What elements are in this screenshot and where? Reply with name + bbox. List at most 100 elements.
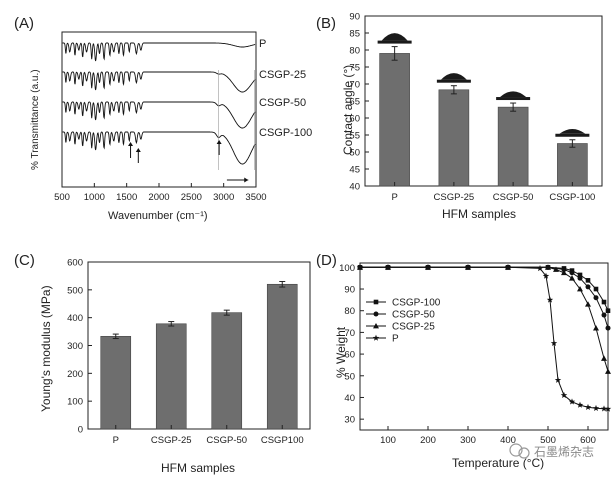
chart-b-ytick-label-4: 60 — [349, 114, 360, 125]
chart-d-point-2-13 — [605, 368, 611, 374]
chart-d-ylabel: % Weight — [334, 326, 348, 378]
chart-d-point-2-11 — [593, 325, 599, 331]
chart-c-ylabel: Young's modulus (MPa) — [39, 285, 53, 412]
watermark: 石墨烯杂志 — [509, 443, 594, 459]
chart-b-droplet-base-3 — [555, 133, 590, 137]
chart-b-ytick-label-9: 85 — [349, 29, 360, 40]
chart-c-ytick-label-6: 600 — [67, 258, 83, 269]
chart-d-point-2-7 — [561, 269, 567, 276]
chart-b-bar-2 — [497, 106, 529, 187]
chart-b-droplet-0 — [381, 33, 408, 41]
chart-d-xtick-label-4: 500 — [540, 435, 556, 446]
chart-c-category-label-0: P — [113, 435, 119, 446]
chart-b-category-label-2: CSGP-50 — [493, 192, 534, 203]
chart-d-legend-marker-1 — [373, 311, 379, 317]
chart-a-xtick-label-0: 500 — [54, 192, 70, 203]
chart-d-point-0-10 — [593, 286, 599, 292]
chart-c-ytick-label-4: 400 — [67, 313, 83, 324]
chart-d-legend-label-3: P — [392, 334, 399, 345]
chart-d-point-2-5 — [545, 264, 551, 270]
chart-d-point-1-8 — [577, 275, 583, 281]
panel-label-c: (C) — [14, 252, 35, 269]
chart-d-point-1-12 — [605, 325, 611, 331]
chart-d-point-3-2 — [424, 263, 432, 271]
chart-d-point-1-10 — [593, 295, 599, 301]
chart-d-point-3-6 — [542, 272, 550, 279]
ftir-spectra-chart: % Transmittance (a.u.) Wavenumber (cm⁻¹)… — [30, 31, 312, 222]
chart-b-ytick-label-2: 50 — [349, 148, 360, 159]
panel-label-b: (B) — [316, 15, 336, 32]
chart-b-droplet-base-1 — [436, 79, 471, 83]
chart-d-point-3-12 — [576, 401, 584, 408]
chart-c-ytick-label-3: 300 — [67, 341, 83, 352]
tga-chart: % Weight Temperature (°C) 100 200 300 400 50… — [334, 262, 612, 470]
chart-c-ytick-label-0: 0 — [78, 425, 83, 436]
chart-a-series-line-2 — [62, 101, 256, 129]
chart-b-ytick-label-5: 65 — [349, 97, 360, 108]
chart-b-xlabel: HFM samples — [442, 207, 516, 221]
chart-c-category-label-2: CSGP-50 — [206, 435, 247, 446]
chart-c-ytick-label-1: 100 — [67, 397, 83, 408]
chart-d-ytick-label-5: 80 — [344, 306, 355, 317]
chart-d-point-2-10 — [585, 301, 591, 307]
chart-d-point-1-7 — [569, 270, 575, 276]
chart-d-legend-marker-3 — [372, 334, 380, 341]
chart-d-point-3-3 — [464, 263, 472, 271]
chart-d-xtick-label-2: 300 — [460, 435, 476, 446]
chart-d-point-0-8 — [577, 272, 583, 278]
chart-d-legend-label-1: CSGP-50 — [392, 310, 435, 321]
chart-d-point-2-6 — [553, 266, 559, 272]
chart-b-ytick-label-1: 45 — [349, 165, 360, 176]
chart-d-point-3-14 — [592, 404, 600, 412]
chart-a-xtick-label-1: 1000 — [84, 192, 105, 203]
chart-b-ytick-label-8: 80 — [349, 46, 360, 57]
chart-d-point-0-12 — [605, 308, 611, 314]
chart-d-point-1-11 — [601, 312, 607, 318]
panel-label-d: (D) — [316, 252, 337, 269]
chart-d-point-3-7 — [546, 296, 554, 303]
chart-d-point-3-4 — [504, 263, 512, 271]
chart-b-droplet-3 — [559, 128, 586, 134]
chart-a-series-label-1: CSGP-25 — [259, 69, 306, 81]
chart-d-point-3-8 — [550, 339, 558, 346]
chart-d-point-3-13 — [584, 403, 592, 410]
chart-c-bar-2 — [211, 312, 243, 430]
chart-d-point-0-9 — [585, 278, 591, 283]
contact-angle-chart: Contact angle (°) HFM samples 40 45 50 55 60… — [341, 12, 603, 221]
chart-b-category-label-0: P — [391, 192, 397, 203]
chart-d-ytick-label-7: 100 — [339, 263, 355, 274]
chart-d-xtick-label-0: 100 — [380, 435, 396, 446]
chart-c-xlabel: HFM samples — [161, 461, 235, 475]
chart-d-point-3-1 — [384, 263, 392, 271]
chart-b-ytick-label-6: 70 — [349, 80, 360, 91]
chart-a-series-line-1 — [62, 71, 256, 93]
chart-b-droplet-base-0 — [377, 40, 412, 44]
panel-label-a: (A) — [14, 15, 34, 32]
chart-a-series-label-2: CSGP-50 — [259, 97, 306, 109]
chart-a-arrowhead-2 — [216, 140, 222, 144]
chart-b-category-label-1: CSGP-25 — [434, 192, 475, 203]
chart-d-ytick-label-2: 50 — [344, 371, 355, 382]
chart-b-bar-0 — [379, 53, 410, 187]
chart-d-xtick-label-1: 200 — [420, 435, 436, 446]
chart-a-xlabel: Wavenumber (cm⁻¹) — [108, 210, 208, 222]
chart-d-xlabel: Temperature (°C) — [452, 456, 544, 470]
chart-b-bar-3 — [557, 143, 588, 187]
chart-a-xtick-label-3: 2000 — [148, 192, 169, 203]
chart-b-droplet-base-2 — [496, 97, 531, 101]
chart-d-xtick-label-3: 400 — [500, 435, 516, 446]
chart-b-droplet-1 — [440, 73, 467, 80]
chart-d-point-3-9 — [554, 376, 562, 383]
chart-a-arrowhead-1 — [135, 148, 141, 152]
chart-d-point-0-11 — [601, 299, 607, 305]
chart-a-series-line-3 — [62, 131, 256, 165]
chart-c-bar-0 — [100, 336, 132, 430]
chart-d-point-1-6 — [561, 267, 567, 273]
youngs-modulus-chart: Young's modulus (MPa) HFM samples 0 100 20… — [39, 258, 311, 475]
chart-b-ylabel: Contact angle (°) — [341, 65, 355, 155]
chart-d-point-3-0 — [356, 263, 364, 271]
chart-b-ytick-label-7: 75 — [349, 63, 360, 74]
chart-a-ylabel: % Transmittance (a.u.) — [30, 69, 41, 170]
chart-b-droplet-2 — [500, 91, 527, 98]
